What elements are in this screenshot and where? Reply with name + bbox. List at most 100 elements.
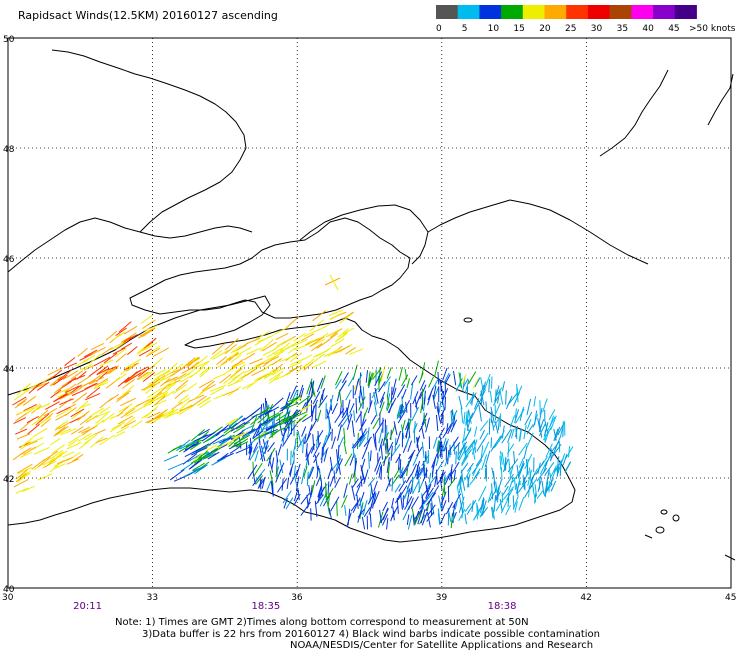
wind-barb bbox=[420, 362, 426, 379]
wind-barb bbox=[260, 404, 263, 420]
wind-barb bbox=[442, 367, 448, 381]
wind-barb bbox=[466, 475, 470, 488]
wind-barb bbox=[125, 362, 140, 372]
wind-barb bbox=[478, 404, 482, 422]
wind-barb bbox=[259, 445, 264, 462]
wind-barb bbox=[115, 327, 127, 337]
wind-barb bbox=[93, 429, 106, 436]
wind-barb bbox=[541, 481, 545, 495]
wind-barb bbox=[417, 509, 423, 525]
wind-barb bbox=[311, 382, 316, 398]
lat-label: 40 bbox=[3, 585, 15, 595]
wind-barb bbox=[528, 473, 536, 489]
wind-barb bbox=[12, 451, 26, 461]
wind-barb bbox=[230, 345, 242, 354]
wind-barb bbox=[443, 479, 446, 496]
wind-barb bbox=[120, 420, 136, 429]
wind-barb bbox=[36, 381, 50, 391]
wind-barb bbox=[82, 354, 96, 363]
wind-barb bbox=[228, 352, 239, 362]
wind-barb bbox=[290, 450, 292, 466]
legend-swatch bbox=[653, 5, 676, 19]
wind-barb bbox=[507, 458, 519, 473]
wind-barb bbox=[427, 387, 434, 401]
wind-barb bbox=[361, 516, 366, 530]
wind-barb bbox=[16, 398, 28, 406]
wind-barb bbox=[276, 478, 288, 493]
wind-barb bbox=[311, 399, 318, 415]
wind-barb bbox=[218, 437, 232, 444]
wind-barb bbox=[382, 432, 390, 444]
wind-barb bbox=[381, 514, 389, 526]
wind-barb bbox=[267, 442, 275, 453]
wind-barb bbox=[507, 492, 510, 507]
wind-barb bbox=[458, 474, 463, 487]
wind-barb bbox=[142, 370, 155, 380]
wind-barb bbox=[118, 321, 132, 333]
wind-barb bbox=[339, 312, 354, 324]
wind-barb bbox=[390, 386, 393, 403]
wind-barb bbox=[88, 375, 101, 385]
wind-barb bbox=[150, 374, 166, 386]
wind-barb bbox=[120, 397, 136, 407]
wind-barb bbox=[216, 356, 227, 366]
wind-barb bbox=[348, 473, 353, 485]
wind-barb bbox=[523, 445, 528, 459]
wind-barb bbox=[515, 483, 519, 497]
wind-barb bbox=[163, 410, 175, 418]
wind-barb bbox=[194, 387, 209, 400]
wind-barb bbox=[205, 444, 218, 452]
wind-barb bbox=[96, 365, 109, 376]
wind-barb bbox=[289, 470, 298, 485]
wind-barb bbox=[153, 371, 168, 381]
wind-barb bbox=[468, 371, 477, 384]
wind-barb bbox=[14, 412, 28, 422]
wind-barb bbox=[386, 457, 390, 474]
wind-barb bbox=[277, 443, 283, 456]
wind-barb bbox=[474, 377, 481, 388]
wind-barb bbox=[182, 453, 198, 465]
wind-barb bbox=[257, 334, 274, 343]
wind-barb bbox=[123, 334, 138, 342]
wind-barb bbox=[294, 342, 311, 351]
wind-barb bbox=[500, 497, 509, 514]
wind-barb bbox=[538, 421, 543, 438]
wind-barb bbox=[307, 337, 321, 344]
wind-barb bbox=[147, 416, 159, 424]
wind-barb bbox=[67, 438, 79, 447]
wind-barb bbox=[457, 444, 460, 459]
wind-barb bbox=[410, 496, 419, 509]
wind-barb bbox=[172, 384, 187, 395]
wind-barb bbox=[471, 500, 474, 512]
wind-barb bbox=[536, 489, 544, 499]
wind-barb bbox=[314, 500, 318, 517]
wind-barb bbox=[501, 381, 506, 392]
wind-barb bbox=[435, 414, 439, 432]
wind-barb bbox=[372, 417, 380, 430]
wind-barb bbox=[526, 418, 532, 430]
wind-barb bbox=[62, 370, 79, 380]
wind-barb bbox=[126, 346, 138, 356]
wind-barb bbox=[291, 445, 296, 458]
wind-barb bbox=[17, 407, 34, 415]
wind-barb bbox=[370, 482, 374, 499]
wind-barb bbox=[375, 461, 382, 475]
wind-barb bbox=[432, 394, 436, 409]
wind-barb bbox=[78, 426, 91, 434]
wind-barb bbox=[195, 355, 208, 367]
wind-barb bbox=[79, 415, 93, 426]
wind-barb bbox=[291, 339, 308, 347]
wind-barb bbox=[526, 424, 534, 435]
wind-barb bbox=[265, 428, 278, 436]
wind-barb bbox=[451, 409, 455, 424]
wind-barb bbox=[193, 361, 209, 369]
wind-barb bbox=[492, 471, 496, 486]
wind-barb bbox=[197, 450, 209, 460]
wind-barb bbox=[23, 404, 37, 412]
legend-swatch bbox=[544, 5, 567, 19]
wind-barb bbox=[352, 443, 355, 458]
wind-barb bbox=[300, 354, 313, 361]
wind-barb bbox=[305, 338, 320, 346]
wind-barb bbox=[460, 407, 464, 424]
wind-barb bbox=[116, 392, 130, 403]
